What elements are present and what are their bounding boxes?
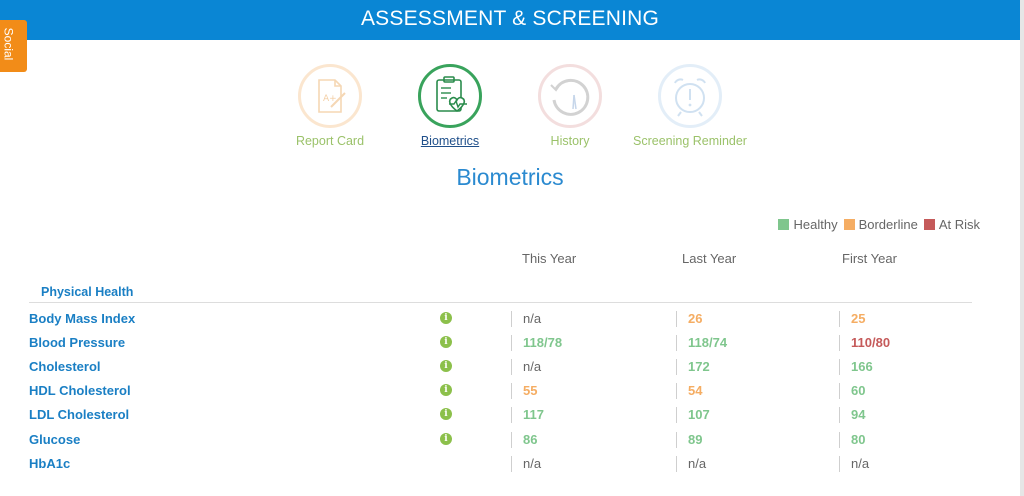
social-tab-label: Social	[1, 27, 16, 61]
column-header-first-year: First Year	[842, 251, 897, 266]
status-legend: Healthy Borderline At Risk	[772, 217, 980, 232]
legend-healthy-label: Healthy	[793, 217, 838, 232]
page-header: ASSESSMENT & SCREENING	[0, 0, 1020, 40]
value-cell: n/a	[676, 456, 706, 472]
row-label[interactable]: Blood Pressure	[29, 335, 126, 350]
table-row: Blood Pressure i 118/78 118/74 110/80	[0, 332, 1020, 356]
value-cell: 89	[676, 432, 702, 448]
section-title: Physical Health	[41, 285, 134, 299]
value-cell: 107	[676, 407, 710, 423]
value-cell: n/a	[511, 456, 541, 472]
info-icon[interactable]: i	[440, 384, 452, 396]
value-cell: 55	[511, 383, 537, 399]
row-label[interactable]: Glucose	[29, 432, 81, 447]
nav-biometrics[interactable]: Biometrics	[380, 64, 520, 148]
value-cell: 26	[676, 311, 702, 327]
value-cell: 54	[676, 383, 702, 399]
row-label[interactable]: Cholesterol	[29, 359, 101, 374]
social-tab[interactable]: Social	[0, 20, 27, 72]
nav-report-card-label: Report Card	[295, 134, 365, 148]
value-cell: 172	[676, 359, 710, 375]
scrollbar[interactable]	[1020, 0, 1024, 496]
column-header-last-year: Last Year	[682, 251, 737, 266]
at-risk-swatch	[923, 219, 935, 230]
nav-biometrics-label: Biometrics	[420, 134, 480, 148]
info-icon[interactable]: i	[440, 433, 452, 445]
legend-at-risk-label: At Risk	[938, 217, 980, 232]
nav-report-card[interactable]: A+ Report Card	[260, 64, 400, 148]
row-label[interactable]: LDL Cholesterol	[29, 407, 130, 422]
value-cell: 86	[511, 432, 537, 448]
legend-healthy: Healthy	[778, 217, 838, 232]
table-row: Glucose i 86 89 80	[0, 429, 1020, 453]
value-cell: 118/78	[511, 335, 562, 351]
healthy-swatch	[778, 219, 790, 230]
legend-at-risk: At Risk	[923, 217, 980, 232]
info-icon[interactable]: i	[440, 336, 452, 348]
header-title: ASSESSMENT & SCREENING	[360, 7, 660, 30]
column-header-this-year: This Year	[522, 251, 577, 266]
report-card-icon: A+	[298, 64, 362, 128]
nav-screening-reminder-label: Screening Reminder	[633, 134, 747, 148]
section-divider	[29, 302, 972, 303]
value-cell: 94	[839, 407, 865, 423]
value-cell: 110/80	[839, 335, 890, 351]
page-title: Biometrics	[456, 164, 564, 190]
value-cell: 80	[839, 432, 865, 448]
table-row: Cholesterol i n/a 172 166	[0, 356, 1020, 380]
info-icon[interactable]: i	[440, 408, 452, 420]
biometrics-clipboard-icon	[418, 64, 482, 128]
borderline-swatch	[843, 219, 855, 230]
nav-screening-reminder[interactable]: Screening Reminder	[620, 64, 760, 148]
info-icon[interactable]: i	[440, 360, 452, 372]
value-cell: 117	[511, 407, 544, 423]
table-row: Body Mass Index i n/a 26 25	[0, 308, 1020, 332]
value-cell: 25	[839, 311, 865, 327]
svg-text:A+: A+	[323, 94, 337, 104]
nav-history[interactable]: History	[500, 64, 640, 148]
value-cell: 60	[839, 383, 865, 399]
table-row: LDL Cholesterol i 117 107 94	[0, 404, 1020, 428]
history-icon	[538, 64, 602, 128]
value-cell: n/a	[511, 359, 541, 375]
legend-borderline-label: Borderline	[858, 217, 918, 232]
table-row: HbA1c n/a n/a n/a	[0, 453, 1020, 477]
alarm-clock-icon	[658, 64, 722, 128]
info-icon[interactable]: i	[440, 312, 452, 324]
row-label[interactable]: HbA1c	[29, 456, 71, 471]
value-cell: n/a	[839, 456, 869, 472]
row-label[interactable]: HDL Cholesterol	[29, 383, 131, 398]
value-cell: 118/74	[676, 335, 727, 351]
legend-borderline: Borderline	[843, 217, 918, 232]
value-cell: n/a	[511, 311, 541, 327]
table-row: HDL Cholesterol i 55 54 60	[0, 380, 1020, 404]
row-label[interactable]: Body Mass Index	[29, 311, 136, 326]
value-cell: 166	[839, 359, 873, 375]
nav-history-label: History	[550, 134, 590, 148]
